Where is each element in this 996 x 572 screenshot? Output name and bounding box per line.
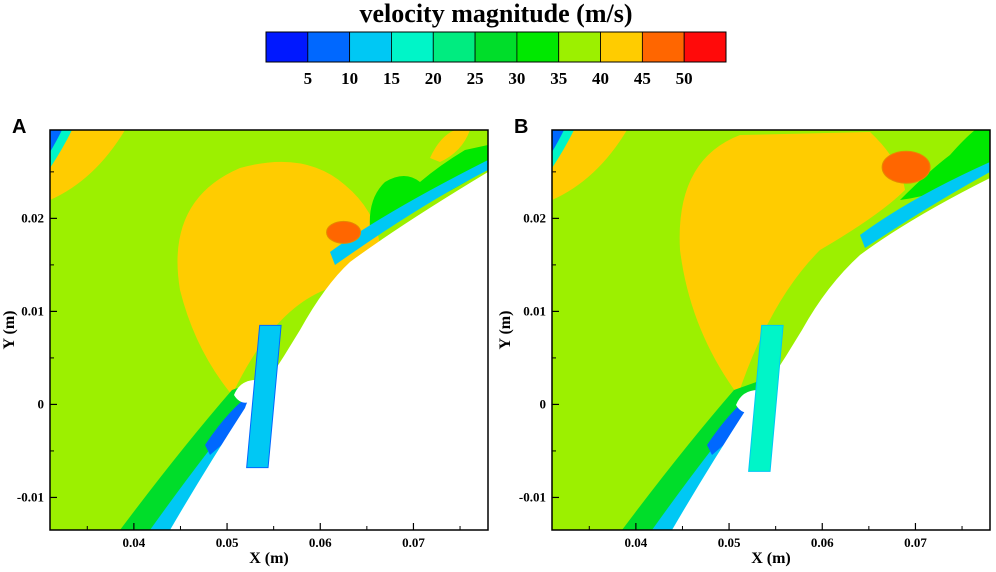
- green-wake-b: [900, 130, 990, 200]
- colorbar-swatch-6: [516, 31, 560, 63]
- y-tick-label-0.02: 0.02: [523, 210, 546, 225]
- upper-left-corner-a: [50, 130, 62, 152]
- x-tick-label-0.06: 0.06: [811, 535, 834, 550]
- orange-zone-b: [679, 132, 905, 395]
- colorbar-swatch-7: [558, 31, 601, 63]
- jet-channel-b: [748, 324, 784, 472]
- y-tick-label--0.01: -0.01: [17, 489, 44, 504]
- y-axis-ticks-a: -0.01 0 0.01 0.02: [17, 171, 57, 504]
- colorbar-label-35: 35: [550, 69, 567, 88]
- colorbar-label-30: 30: [508, 69, 525, 88]
- y-tick-label-0.01: 0.01: [523, 303, 546, 318]
- x-axis-ticks-b: 0.04 0.05 0.06 0.07: [588, 523, 963, 550]
- contour-field-b: [552, 130, 990, 530]
- colorbar-swatches: [265, 31, 727, 63]
- colorbar-title: velocity magnitude (m/s): [360, 0, 633, 28]
- panel-label-a: A: [12, 116, 26, 138]
- y-axis-title-b: Y (m): [497, 311, 514, 350]
- colorbar-label-50: 50: [676, 69, 693, 88]
- upper-left-region-b: [552, 130, 627, 200]
- boundary-layer-a: [330, 160, 488, 265]
- green-wake-a: [369, 145, 488, 228]
- colorbar-swatch-0: [265, 31, 309, 63]
- colorbar: velocity magnitude (m/s) 5 10 15 20 25 30 35 40…: [265, 0, 727, 88]
- colorbar-swatch-3: [391, 31, 434, 63]
- y-axis-ticks-b: -0.01 0 0.01 0.02: [519, 171, 559, 504]
- jet-channel-a: [246, 324, 282, 469]
- boundary-layer-b: [860, 162, 990, 248]
- colorbar-label-10: 10: [341, 69, 358, 88]
- colorbar-label-20: 20: [425, 69, 442, 88]
- x-tick-label-0.04: 0.04: [122, 535, 145, 550]
- y-tick-label-0.01: 0.01: [21, 303, 44, 318]
- y-tick-label-0.02: 0.02: [21, 210, 44, 225]
- colorbar-labels: 5 10 15 20 25 30 35 40 45 50: [304, 69, 693, 88]
- lower-green-region-a: [120, 380, 260, 530]
- colorbar-swatch-10: [683, 31, 727, 63]
- colorbar-swatch-5: [474, 31, 518, 63]
- y-tick-label--0.01: -0.01: [519, 489, 546, 504]
- contour-field-a: [50, 130, 488, 530]
- top-right-blob-a: [430, 130, 470, 162]
- colorbar-label-25: 25: [467, 69, 484, 88]
- high-velocity-spot-a: [326, 220, 362, 244]
- y-tick-label-0: 0: [38, 396, 45, 411]
- colorbar-label-40: 40: [592, 69, 609, 88]
- x-axis-ticks-a: 0.04 0.05 0.06 0.07: [86, 523, 461, 550]
- lower-green-region-b: [622, 380, 762, 530]
- y-tick-label-0: 0: [540, 396, 547, 411]
- x-tick-label-0.07: 0.07: [402, 535, 425, 550]
- colorbar-label-15: 15: [383, 69, 400, 88]
- colorbar-label-45: 45: [634, 69, 651, 88]
- upper-left-region-a: [50, 130, 125, 200]
- x-axis-title-a: X (m): [249, 550, 289, 567]
- x-tick-label-0.05: 0.05: [216, 535, 239, 550]
- high-velocity-spot-b: [881, 150, 931, 184]
- colorbar-swatch-2: [349, 31, 392, 63]
- hole-notch-a: [234, 380, 258, 403]
- x-tick-label-0.04: 0.04: [624, 535, 647, 550]
- plot-frame-a: [49, 129, 489, 531]
- colorbar-swatch-1: [307, 31, 351, 63]
- orange-zone-a: [177, 161, 380, 395]
- colorbar-label-5: 5: [304, 69, 313, 88]
- colorbar-frame: [265, 31, 727, 63]
- colorbar-swatch-4: [432, 31, 476, 63]
- x-axis-title-b: X (m): [751, 550, 791, 567]
- x-tick-label-0.06: 0.06: [309, 535, 332, 550]
- y-axis-title-a: Y (m): [1, 311, 18, 350]
- colorbar-swatch-9: [641, 31, 685, 63]
- x-tick-label-0.05: 0.05: [718, 535, 741, 550]
- colorbar-swatch-8: [600, 31, 643, 63]
- panel-label-b: B: [514, 116, 528, 138]
- upper-left-corner-b: [552, 130, 564, 152]
- x-tick-label-0.07: 0.07: [904, 535, 927, 550]
- plot-frame-b: [551, 129, 991, 531]
